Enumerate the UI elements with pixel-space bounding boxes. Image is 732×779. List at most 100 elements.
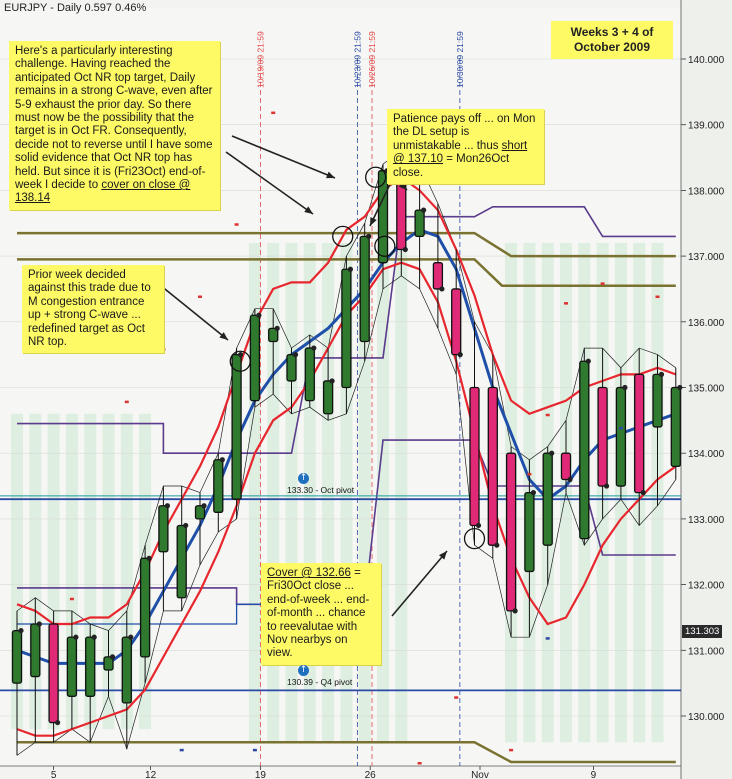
note-prior-week: Prior week decided against this trade du… — [22, 265, 164, 354]
olive-band-mid — [17, 258, 676, 287]
close-dot — [73, 634, 79, 640]
signal-marker — [655, 295, 660, 299]
note-cover: Cover @ 132.66 = Fri30Oct close ... end-… — [261, 563, 381, 665]
y-tick-label: 138.000 — [688, 186, 725, 197]
note-patience-text: Patience pays off ... on Mon the DL setu… — [393, 113, 536, 152]
oct-pivot-up-icon: ↑ — [298, 473, 309, 484]
annotation-arrowhead — [219, 332, 228, 340]
candle-body — [341, 268, 352, 389]
weeks-title-line2: October 2009 — [573, 40, 651, 54]
signal-marker — [271, 111, 276, 115]
weeks-title-line1: Weeks 3 + 4 of — [570, 25, 654, 39]
close-dot — [201, 503, 207, 509]
signal-marker — [564, 302, 568, 305]
symbol-label: EURJPY — [4, 2, 48, 14]
close-dot — [421, 207, 427, 213]
signal-marker — [545, 637, 550, 640]
purple-band-upper — [17, 206, 676, 454]
close-dot — [439, 286, 445, 292]
highlight-circle — [463, 527, 486, 550]
close-dot — [238, 352, 244, 358]
header-separator: - — [47, 2, 57, 14]
signal-marker — [417, 761, 422, 765]
close-dot — [347, 266, 353, 272]
olive-band-lower — [17, 741, 676, 764]
candle-body — [615, 386, 627, 487]
x-tick-label: 9 — [591, 770, 597, 779]
close-dot — [219, 457, 225, 463]
candle-body — [249, 314, 261, 402]
candle-body — [48, 623, 59, 724]
signal-marker — [618, 426, 623, 430]
close-dot — [292, 352, 299, 358]
candle-body — [579, 360, 590, 540]
candle-body — [121, 636, 132, 704]
y-tick-label: 137.000 — [688, 252, 725, 263]
close-dot — [604, 483, 610, 489]
close-dot — [512, 608, 518, 614]
y-tick-label: 139.000 — [688, 121, 725, 132]
signal-marker — [509, 748, 514, 752]
signal-marker — [527, 472, 532, 476]
candle-body — [213, 459, 224, 513]
note-challenge: Here's a particularly interesting challe… — [9, 41, 220, 210]
candle-body — [30, 623, 41, 678]
close-dot — [549, 450, 555, 456]
close-dot — [274, 325, 280, 331]
close-dot — [457, 352, 463, 358]
signal-marker — [198, 295, 202, 299]
close-dot — [55, 719, 61, 726]
candle-body — [66, 636, 78, 697]
candle-body — [505, 452, 517, 612]
candle-body — [231, 353, 242, 500]
y-tick-label: 134.000 — [688, 449, 725, 460]
candle-body — [139, 557, 151, 658]
highlight-circle — [365, 166, 387, 188]
close-dot — [311, 345, 317, 351]
close-dot — [494, 542, 500, 548]
x-tick-label: 12 — [145, 770, 157, 779]
close-dot — [475, 522, 482, 529]
close-dot — [640, 490, 646, 496]
close-dot — [128, 634, 134, 640]
candle-body — [414, 209, 425, 238]
candle-body — [597, 386, 608, 487]
candle-body — [670, 386, 681, 467]
close-dot — [530, 490, 537, 496]
signal-marker — [124, 400, 129, 404]
close-dot — [36, 621, 42, 627]
candle-body — [103, 656, 114, 671]
date-marker-label: 10/23/09 21:59 — [352, 31, 362, 88]
candle-body — [268, 327, 279, 343]
signal-marker — [234, 223, 239, 226]
candle-body — [560, 452, 572, 481]
annotation-arrowhead — [438, 551, 447, 560]
close-dot — [18, 627, 24, 634]
candle-body — [286, 353, 297, 382]
date-marker-label: 10/26/09 21:59 — [367, 31, 377, 88]
note-patience-short: short @ 137.10 — [393, 139, 528, 166]
y-tick-label: 132.000 — [688, 581, 725, 592]
red-band-upper — [16, 175, 677, 626]
x-tick-label: 19 — [255, 770, 267, 779]
x-tick-label: Nov — [471, 770, 489, 779]
purple-band-lower — [17, 439, 676, 606]
annotation-arrowhead — [398, 181, 407, 190]
annotation-arrow — [154, 280, 229, 341]
annotation-arrowhead — [326, 171, 335, 179]
annotation-arrowhead — [304, 206, 313, 214]
highlight-circle — [374, 235, 396, 257]
candle-body — [432, 262, 444, 290]
signal-marker — [69, 597, 74, 601]
signal-marker — [252, 748, 257, 752]
signal-marker — [454, 696, 459, 699]
y-tick-label: 133.000 — [688, 515, 725, 526]
close-dot — [91, 634, 97, 640]
q4-pivot-label: 130.39 - Q4 pivot — [287, 677, 353, 687]
congestion-shade — [395, 242, 408, 743]
close-dot — [585, 358, 591, 364]
close-dot — [402, 246, 408, 253]
weeks-title-box: Weeks 3 + 4 of October 2009 — [551, 21, 673, 59]
candle-body — [487, 386, 498, 546]
note-challenge-cover: cover on close @ 138.14 — [15, 179, 191, 205]
